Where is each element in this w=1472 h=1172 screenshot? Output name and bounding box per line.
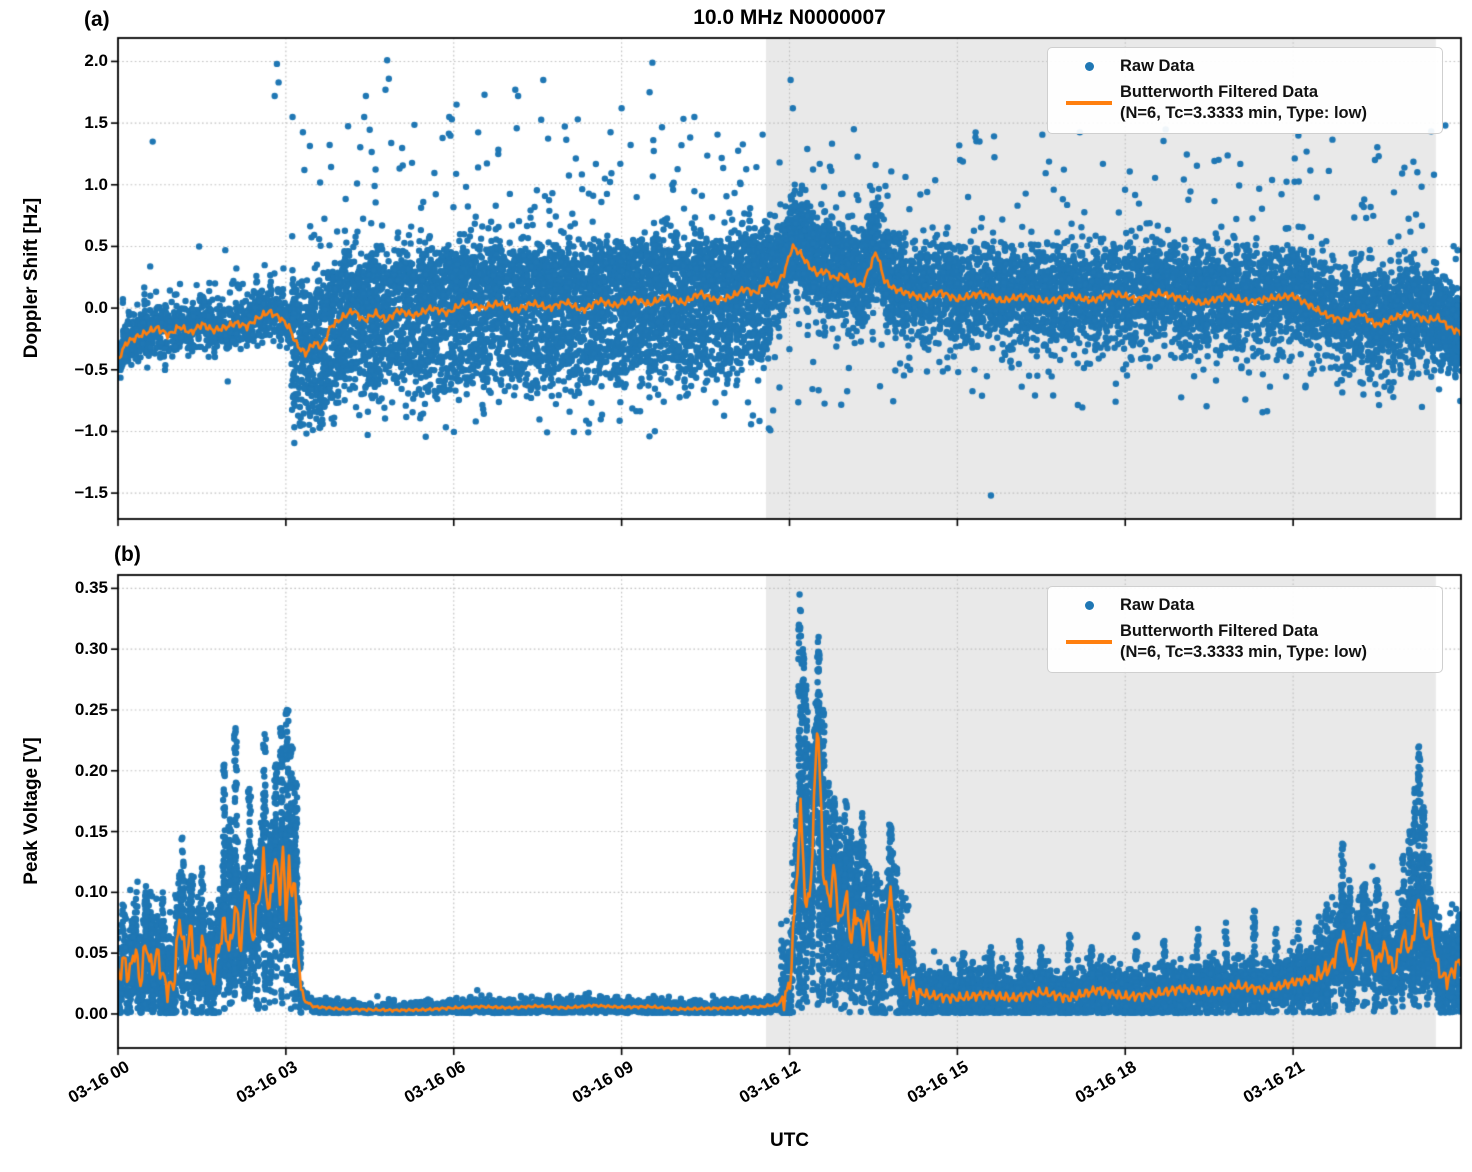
legend-filtered-title: Butterworth Filtered Data [1120, 622, 1319, 640]
legend-raw-label: Raw Data [1120, 596, 1195, 614]
legend-raw-label: Raw Data [1120, 57, 1195, 75]
legend-item-raw: Raw Data [1058, 56, 1430, 77]
panel-a-label: (a) [84, 8, 110, 31]
legend-panel-b: Raw Data Butterworth Filtered Data (N=6,… [1047, 586, 1443, 673]
filtered-line-marker-icon [1058, 101, 1120, 105]
y-tick-label-b: 0.05 [74, 943, 108, 963]
legend-filtered-label: Butterworth Filtered Data (N=6, Tc=3.333… [1120, 82, 1367, 124]
y-tick-label-a: 1.0 [84, 174, 108, 194]
legend-item-filtered: Butterworth Filtered Data (N=6, Tc=3.333… [1058, 621, 1430, 663]
y-tick-label-b: 0.35 [74, 578, 108, 598]
y-tick-label-b: 0.30 [74, 639, 108, 659]
legend-filtered-title: Butterworth Filtered Data [1120, 83, 1319, 101]
legend-item-filtered: Butterworth Filtered Data (N=6, Tc=3.333… [1058, 82, 1430, 124]
legend-filtered-label: Butterworth Filtered Data (N=6, Tc=3.333… [1120, 621, 1367, 663]
legend-item-raw: Raw Data [1058, 595, 1430, 616]
y-tick-label-a: 2.0 [84, 51, 108, 71]
legend-filtered-params: (N=6, Tc=3.3333 min, Type: low) [1120, 104, 1367, 122]
y-tick-label-b: 0.10 [74, 882, 108, 902]
raw-data-marker-icon [1058, 601, 1120, 610]
chart-title: 10.0 MHz N0000007 [693, 6, 886, 29]
y-axis-label-doppler: Doppler Shift [Hz] [21, 197, 42, 359]
raw-data-marker-icon [1058, 62, 1120, 71]
y-tick-label-a: 0.0 [84, 298, 108, 318]
x-axis-label: UTC [769, 1130, 810, 1151]
y-tick-label-a: −1.0 [74, 421, 108, 441]
y-tick-label-a: 0.5 [84, 236, 108, 256]
panel-b-label: (b) [114, 543, 141, 566]
y-tick-label-a: 1.5 [84, 113, 108, 133]
legend-filtered-params: (N=6, Tc=3.3333 min, Type: low) [1120, 643, 1367, 661]
y-tick-label-a: −0.5 [74, 359, 108, 379]
y-tick-label-b: 0.00 [74, 1003, 108, 1023]
y-tick-label-b: 0.15 [74, 821, 108, 841]
y-tick-label-b: 0.20 [74, 760, 108, 780]
legend-panel-a: Raw Data Butterworth Filtered Data (N=6,… [1047, 47, 1443, 134]
y-tick-label-b: 0.25 [74, 699, 108, 719]
y-tick-label-a: −1.5 [74, 483, 108, 503]
filtered-line-marker-icon [1058, 640, 1120, 644]
